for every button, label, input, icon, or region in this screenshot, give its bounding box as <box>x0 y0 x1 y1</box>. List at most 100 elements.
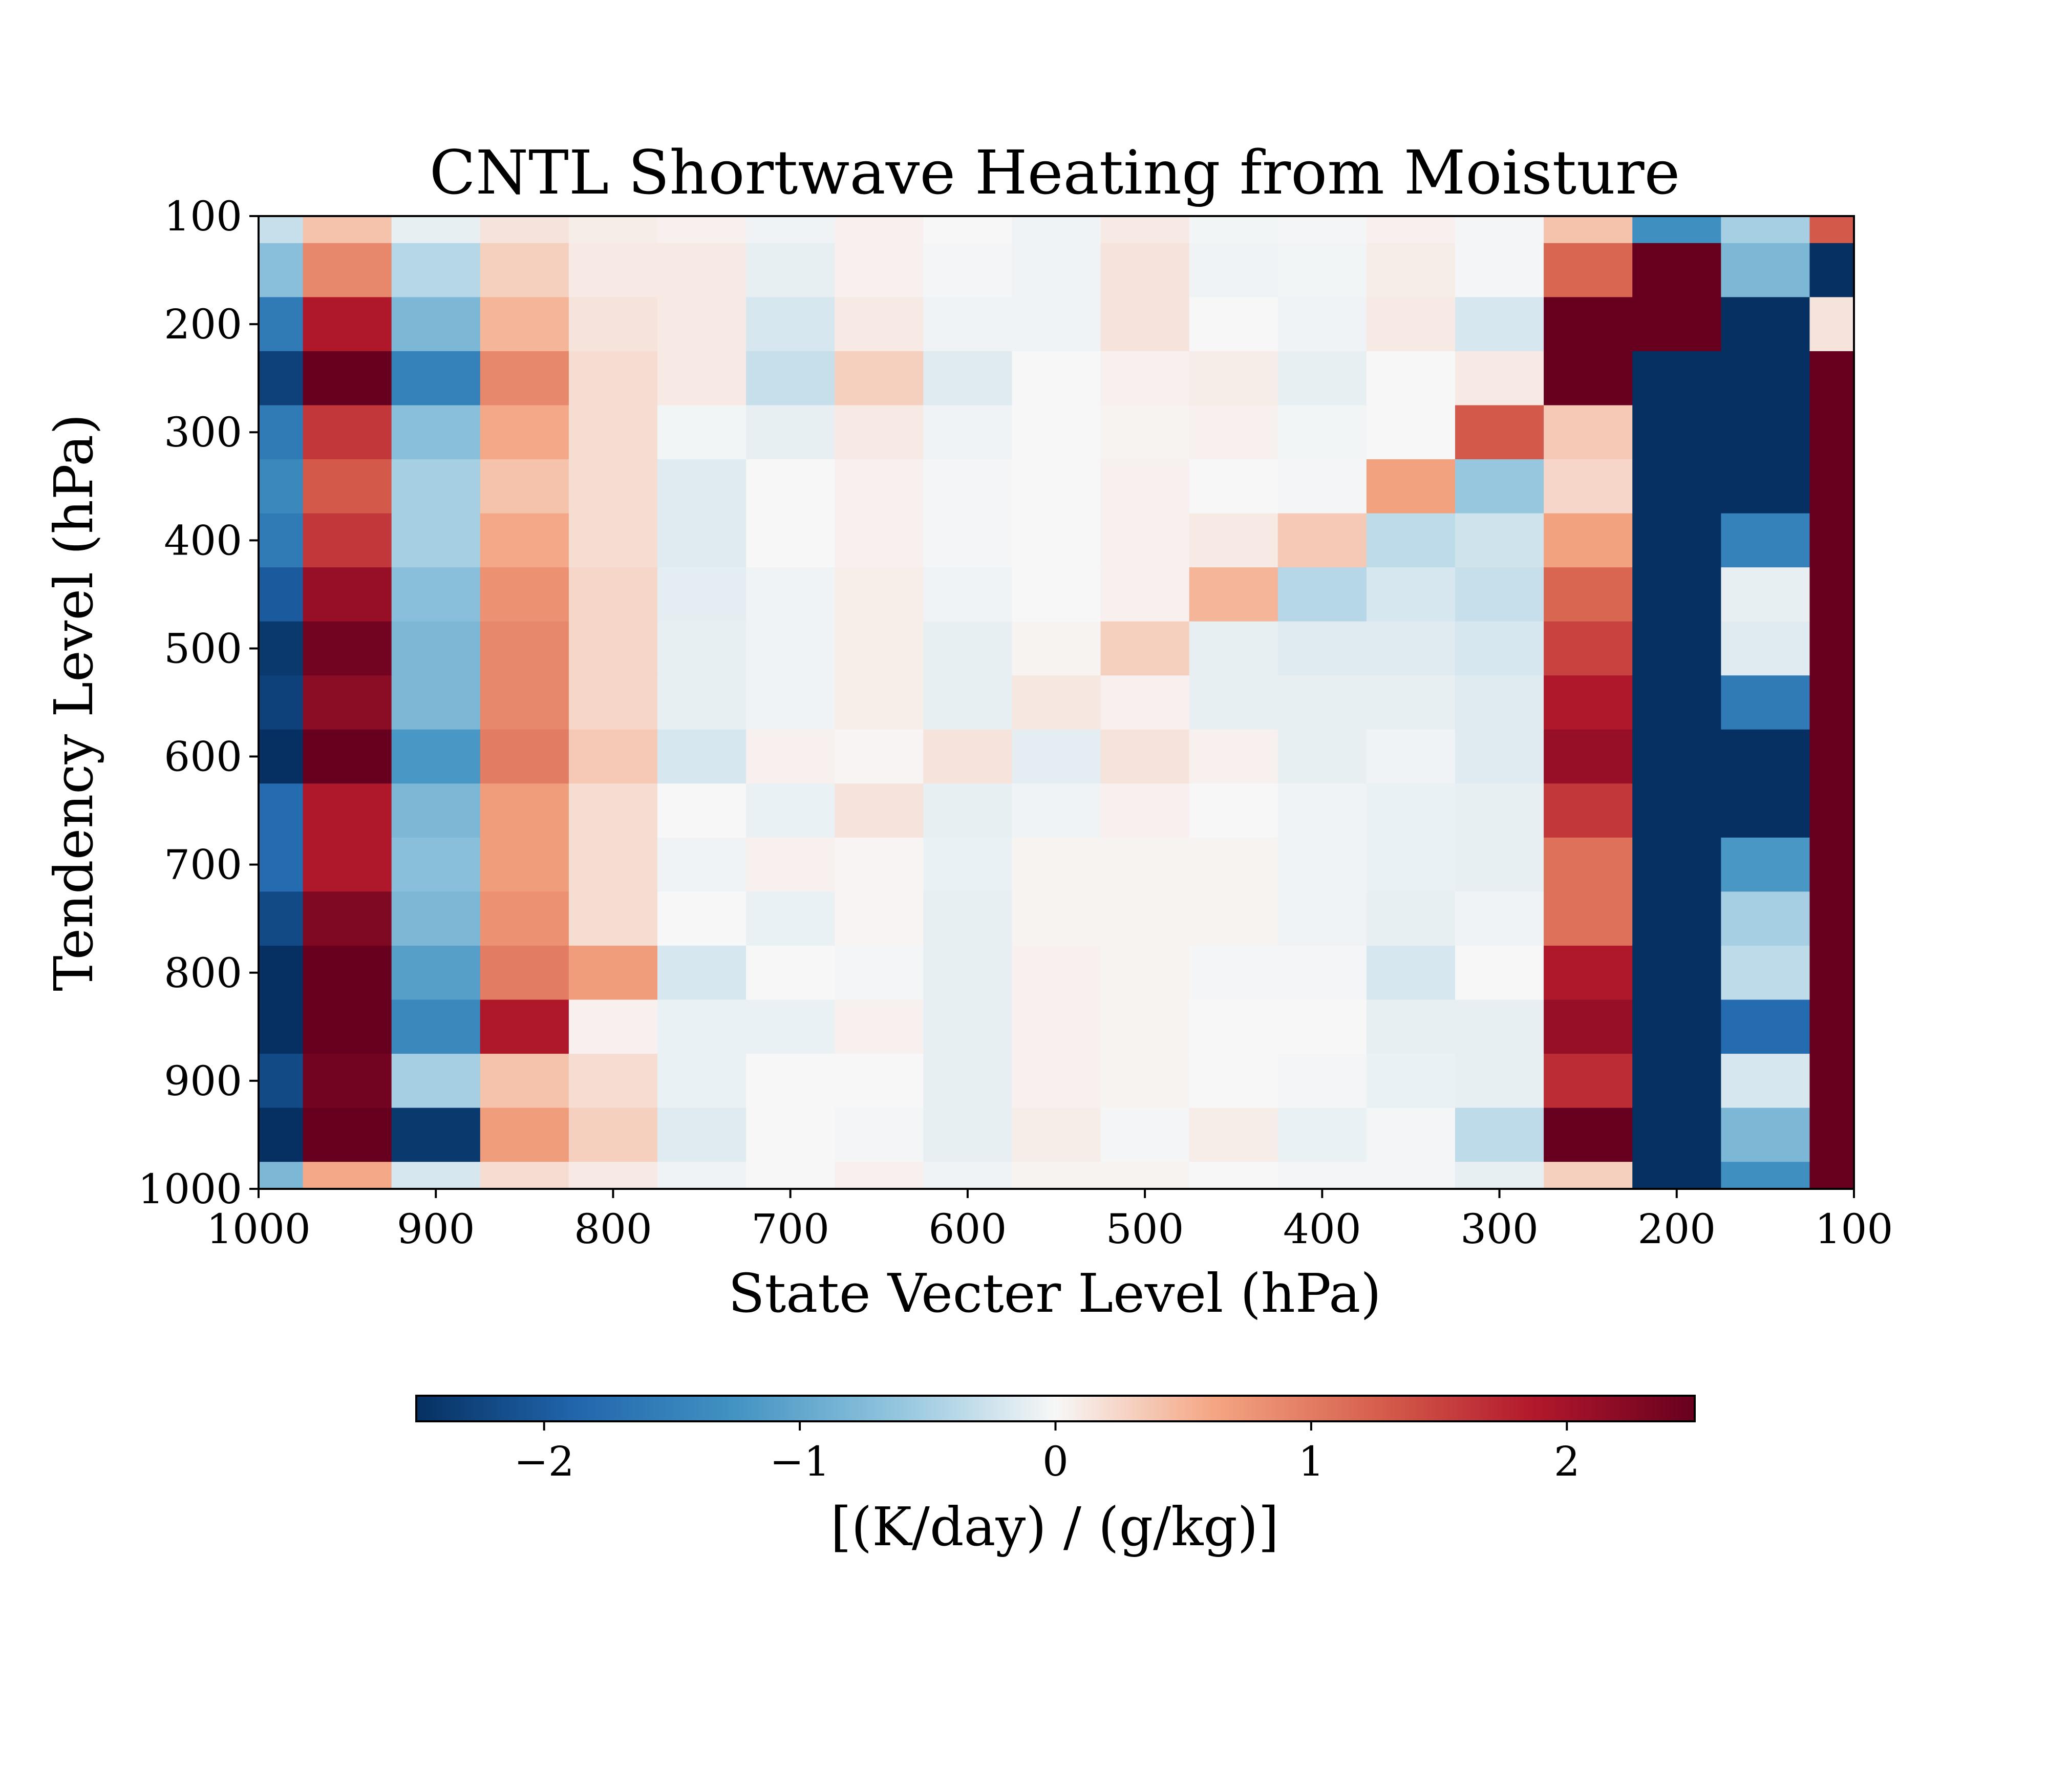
heatmap-cell <box>568 297 658 352</box>
heatmap-cell <box>303 891 392 946</box>
x-tick-label: 700 <box>751 1205 829 1253</box>
heatmap-cell <box>303 567 392 622</box>
heatmap-cell <box>1366 621 1456 676</box>
heatmap-cell <box>303 1162 392 1189</box>
heatmap-cell <box>1544 891 1633 946</box>
heatmap-cell <box>303 351 392 406</box>
heatmap-cell <box>1544 783 1633 838</box>
heatmap-cell <box>1366 675 1456 730</box>
heatmap-cell <box>1189 243 1278 297</box>
heatmap-cell <box>1455 1162 1544 1189</box>
colorbar-tick-label: 0 <box>1042 1438 1069 1485</box>
heatmap-cell <box>259 621 304 676</box>
heatmap-cell <box>480 621 569 676</box>
heatmap-cell <box>303 1107 392 1162</box>
heatmap-cell <box>1366 783 1456 838</box>
heatmap-cell <box>1100 513 1190 568</box>
heatmap-cell <box>1277 783 1367 838</box>
colorbar-tick-label: −2 <box>514 1438 574 1485</box>
y-axis: 100 200 300 400 500 600 700 800 900 1000 <box>138 193 259 1213</box>
heatmap-cell <box>1012 891 1101 946</box>
heatmap-cell <box>1277 946 1367 1000</box>
heatmap-cell <box>1721 243 1810 297</box>
y-tick-label: 200 <box>164 301 242 348</box>
heatmap-cell <box>657 729 746 784</box>
heatmap-cell <box>480 567 569 622</box>
heatmap-cell <box>1809 946 1854 1000</box>
heatmap-cell <box>1809 621 1854 676</box>
heatmap-cell <box>1809 459 1854 514</box>
heatmap-cell <box>1189 1054 1278 1108</box>
heatmap-cell <box>1544 1054 1633 1108</box>
heatmap-cell <box>657 891 746 946</box>
heatmap-cell <box>923 1054 1013 1108</box>
heatmap-cell <box>1277 567 1367 622</box>
heatmap-cell <box>1189 621 1278 676</box>
heatmap-cell <box>746 513 835 568</box>
x-tick-label: 500 <box>1106 1205 1184 1253</box>
heatmap-cell <box>1632 999 1721 1054</box>
heatmap-cell <box>923 1107 1013 1162</box>
heatmap-cell <box>657 837 746 892</box>
heatmap-cell <box>1366 513 1456 568</box>
heatmap-cell <box>303 729 392 784</box>
heatmap-cell <box>835 946 924 1000</box>
heatmap-cell <box>1721 351 1810 406</box>
heatmap-cell <box>1455 405 1544 460</box>
heatmap-cell <box>1189 513 1278 568</box>
heatmap-cell <box>259 891 304 946</box>
heatmap-cell <box>1366 729 1456 784</box>
heatmap-cell <box>1544 1162 1633 1189</box>
heatmap-cell <box>1100 1054 1190 1108</box>
heatmap-cell <box>1632 783 1721 838</box>
heatmap-cell <box>746 729 835 784</box>
heatmap-cell <box>746 675 835 730</box>
colorbar-ticks: −2 −1 0 1 2 <box>514 1421 1580 1485</box>
heatmap-cell <box>1632 891 1721 946</box>
heatmap-cell <box>746 946 835 1000</box>
heatmap-cell <box>1721 459 1810 514</box>
heatmap-cell <box>480 729 569 784</box>
heatmap-cell <box>835 1107 924 1162</box>
heatmap-cell <box>1721 729 1810 784</box>
heatmap-cell <box>391 946 481 1000</box>
heatmap-cell <box>1632 216 1721 244</box>
heatmap-cell <box>923 297 1013 352</box>
heatmap-cell <box>1012 675 1101 730</box>
heatmap-cell <box>1012 405 1101 460</box>
heatmap-cell <box>1100 243 1190 297</box>
heatmap-cell <box>835 1162 924 1189</box>
heatmap-cell <box>1100 405 1190 460</box>
heatmap-cell <box>1544 351 1633 406</box>
heatmap-cell <box>259 459 304 514</box>
heatmap-cell <box>835 351 924 406</box>
heatmap-cell <box>1277 405 1367 460</box>
heatmap-cell <box>1632 513 1721 568</box>
heatmap-cell <box>1809 1162 1854 1189</box>
heatmap-cell <box>1012 243 1101 297</box>
heatmap-cell <box>1455 216 1544 244</box>
heatmap-cell <box>1189 837 1278 892</box>
heatmap-cell <box>1809 675 1854 730</box>
heatmap-cell <box>1366 946 1456 1000</box>
heatmap-cell <box>1277 675 1367 730</box>
x-tick-label: 400 <box>1283 1205 1361 1253</box>
y-tick-label: 900 <box>164 1057 242 1105</box>
heatmap-cell <box>1544 946 1633 1000</box>
heatmap-cell <box>1455 729 1544 784</box>
heatmap-cell <box>835 891 924 946</box>
heatmap-cell <box>259 1054 304 1108</box>
heatmap-cell <box>1277 1054 1367 1108</box>
heatmap-cell <box>303 946 392 1000</box>
heatmap-cell <box>1721 513 1810 568</box>
heatmap-cell <box>303 783 392 838</box>
heatmap-cell <box>1012 216 1101 244</box>
heatmap-cell <box>835 216 924 244</box>
heatmap-cell <box>835 621 924 676</box>
heatmap-cell <box>1366 351 1456 406</box>
heatmap-cell <box>1012 837 1101 892</box>
heatmap-cell <box>1632 1107 1721 1162</box>
heatmap-cell <box>1632 1054 1721 1108</box>
heatmap-cell <box>1100 837 1190 892</box>
heatmap-cell <box>1277 297 1367 352</box>
